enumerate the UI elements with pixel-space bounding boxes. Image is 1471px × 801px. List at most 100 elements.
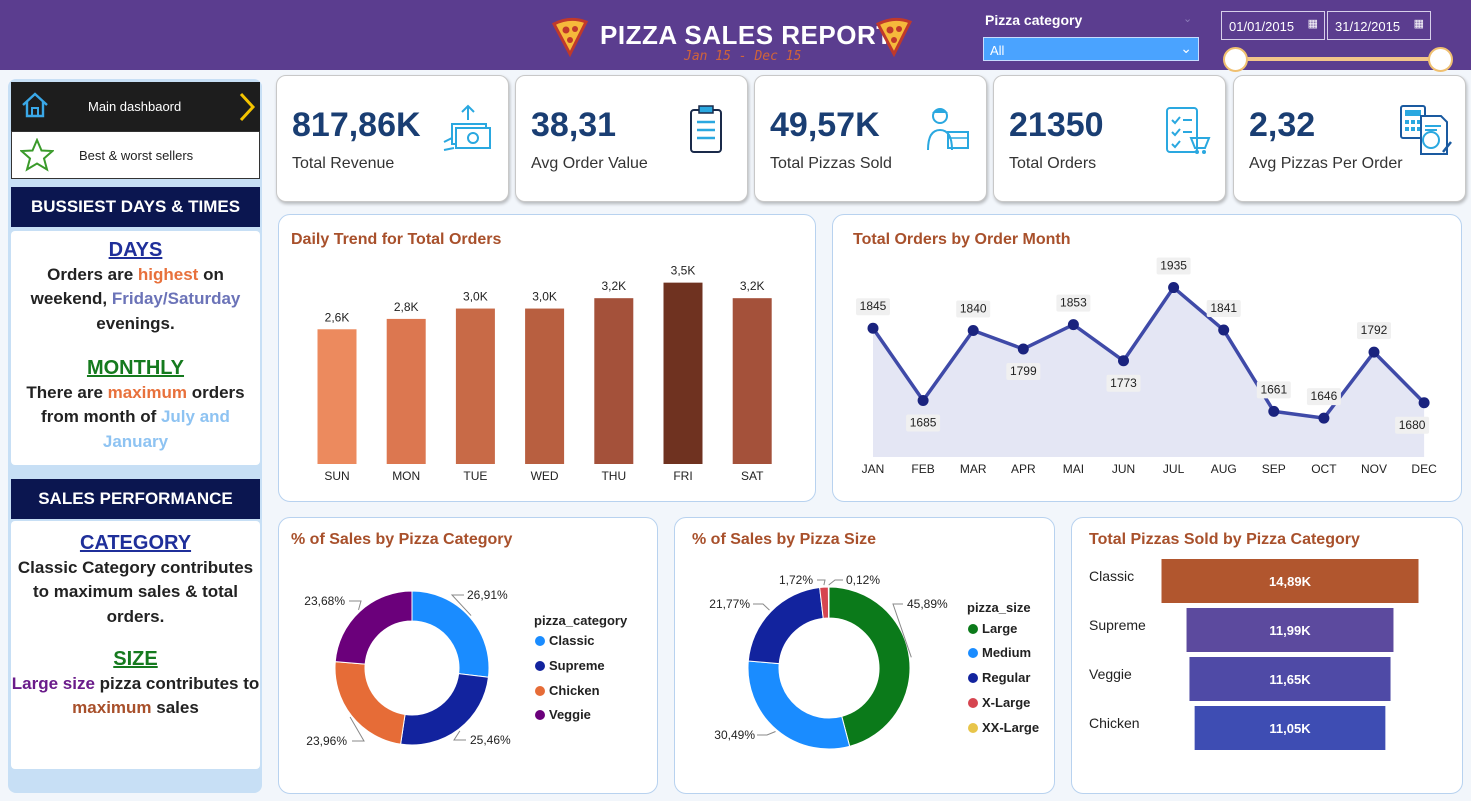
data-label: 21,77% [709,597,750,611]
data-label: 1773 [1110,376,1137,390]
data-point [1268,405,1280,417]
data-label-bg [1006,363,1041,381]
data-label: 2,8K [394,300,419,314]
data-label-bg [1256,381,1291,399]
pizzas-sold-by-category-chart: Total Pizzas Sold by Pizza Category 14,8… [1071,517,1463,794]
leader-line [349,716,365,742]
sales-by-size-chart: % of Sales by Pizza Size 45,89% 30,49% 21,… [674,517,1055,794]
category-filter-select[interactable]: All ⌄ [983,37,1199,61]
data-label: 3,0K [463,290,488,304]
y-tick-label: Supreme [1089,617,1146,633]
x-tick-label: FEB [911,462,934,476]
data-point [1418,397,1430,409]
chevron-right-icon [239,92,256,122]
date-slider-start-handle[interactable] [1223,47,1248,72]
data-point [1368,346,1380,358]
date-end-input[interactable]: 31/12/2015 ▦ [1327,11,1431,40]
funnel-bar [1161,559,1419,603]
chart-title: Daily Trend for Total Orders [291,231,502,248]
legend-item: Veggie [535,707,591,722]
kpi-value: 49,57K [770,106,880,144]
slice [827,586,830,619]
kpi-label: Total Orders [1009,155,1097,172]
x-tick-label: THU [601,469,626,483]
chevron-down-icon[interactable]: ⌄ [1183,13,1193,25]
calendar-icon: ▦ [1307,18,1318,30]
data-label: 1935 [1160,259,1187,273]
data-point [1017,343,1029,355]
date-end-value: 31/12/2015 [1335,19,1401,34]
x-tick-label: MON [392,469,420,483]
monthly-heading: MONTHLY [86,357,185,379]
funnel-bar [1194,706,1386,750]
slice [411,590,490,678]
report-title-group: PIZZA SALES REPORT Jan 15 - Dec 15 [548,14,918,64]
data-label: 0,12% [846,573,880,587]
leader-line [892,603,912,658]
funnel-bar [1189,657,1391,701]
data-label: 3,0K [532,290,557,304]
date-slider-end-handle[interactable] [1428,47,1453,72]
star-icon [20,138,54,172]
bar [525,308,565,464]
data-label: 3,5K [671,264,696,278]
data-label: 25,46% [470,733,511,747]
data-label: 1845 [860,299,887,313]
kpi-value: 21350 [1009,106,1104,144]
data-label: 1840 [960,301,987,315]
x-tick-label: JUL [1163,462,1185,476]
kpi-label: Avg Pizzas Per Order [1249,155,1403,172]
calendar-icon: ▦ [1413,18,1424,30]
nav-second-label: Best & worst sellers [79,148,194,163]
data-label-bg [1206,300,1241,318]
data-label: 1680 [1399,418,1426,432]
x-tick-label: JAN [862,462,885,476]
bar [732,298,772,464]
x-tick-label: AUG [1211,462,1237,476]
data-label: 11,05K [1269,721,1311,736]
leader-line [757,731,776,736]
data-label: 11,65K [1269,672,1311,687]
legend-item: Chicken [535,683,600,698]
pizza-icon [875,17,913,58]
area-fill [873,287,1425,457]
data-label: 11,99K [1269,623,1311,638]
data-label: 1685 [910,416,937,430]
data-label-bg [1056,294,1091,312]
delivery-person-icon [927,108,969,151]
kpi-label: Total Revenue [292,155,395,172]
days-text: Orders are highest on weekend, Friday/Sa… [30,264,241,333]
legend-item: Classic [535,633,595,648]
data-label: 1853 [1060,296,1087,310]
kpi-total-orders: 21350 Total Orders [993,75,1226,202]
data-point [1067,319,1079,331]
data-label: 2,6K [325,310,350,324]
data-label-bg [906,414,941,432]
data-point [917,395,929,407]
money-hand-icon [443,104,491,151]
date-start-input[interactable]: 01/01/2015 ▦ [1221,11,1325,40]
kpi-value: 2,32 [1249,106,1316,144]
data-point [1218,324,1230,336]
page-title: PIZZA SALES REPORT [600,20,893,50]
data-label: 1,72% [779,573,813,587]
sales-by-size-plot: 45,89% 30,49% 21,77% 1,72% 0,12% [709,573,948,750]
nav-main-dashboard[interactable]: Main dashbaord [11,82,260,131]
x-tick-label: SAT [741,469,764,483]
sales-by-category-chart: % of Sales by Pizza Category 26,91% 25,46… [278,517,658,794]
kpi-total-pizzas-sold: 49,57K Total Pizzas Sold [754,75,987,202]
page-subtitle: Jan 15 - Dec 15 [684,49,802,64]
bar [386,318,426,464]
x-tick-label: SUN [324,469,349,483]
pizza-icon [551,17,589,58]
category-filter-label: Pizza category [985,12,1083,28]
kpi-avg-pizzas-per-order: 2,32 Avg Pizzas Per Order [1233,75,1466,202]
nav-best-worst-sellers[interactable]: Best & worst sellers [11,131,260,179]
x-tick-label: FRI [673,469,692,483]
data-label: 26,91% [467,588,508,602]
date-range-slider[interactable] [1236,57,1441,61]
data-label: 1646 [1311,389,1338,403]
bar [663,282,703,464]
x-tick-label: MAR [960,462,987,476]
sales-by-category-plot: 26,91% 25,46% 23,96% 23,68% [304,588,511,748]
